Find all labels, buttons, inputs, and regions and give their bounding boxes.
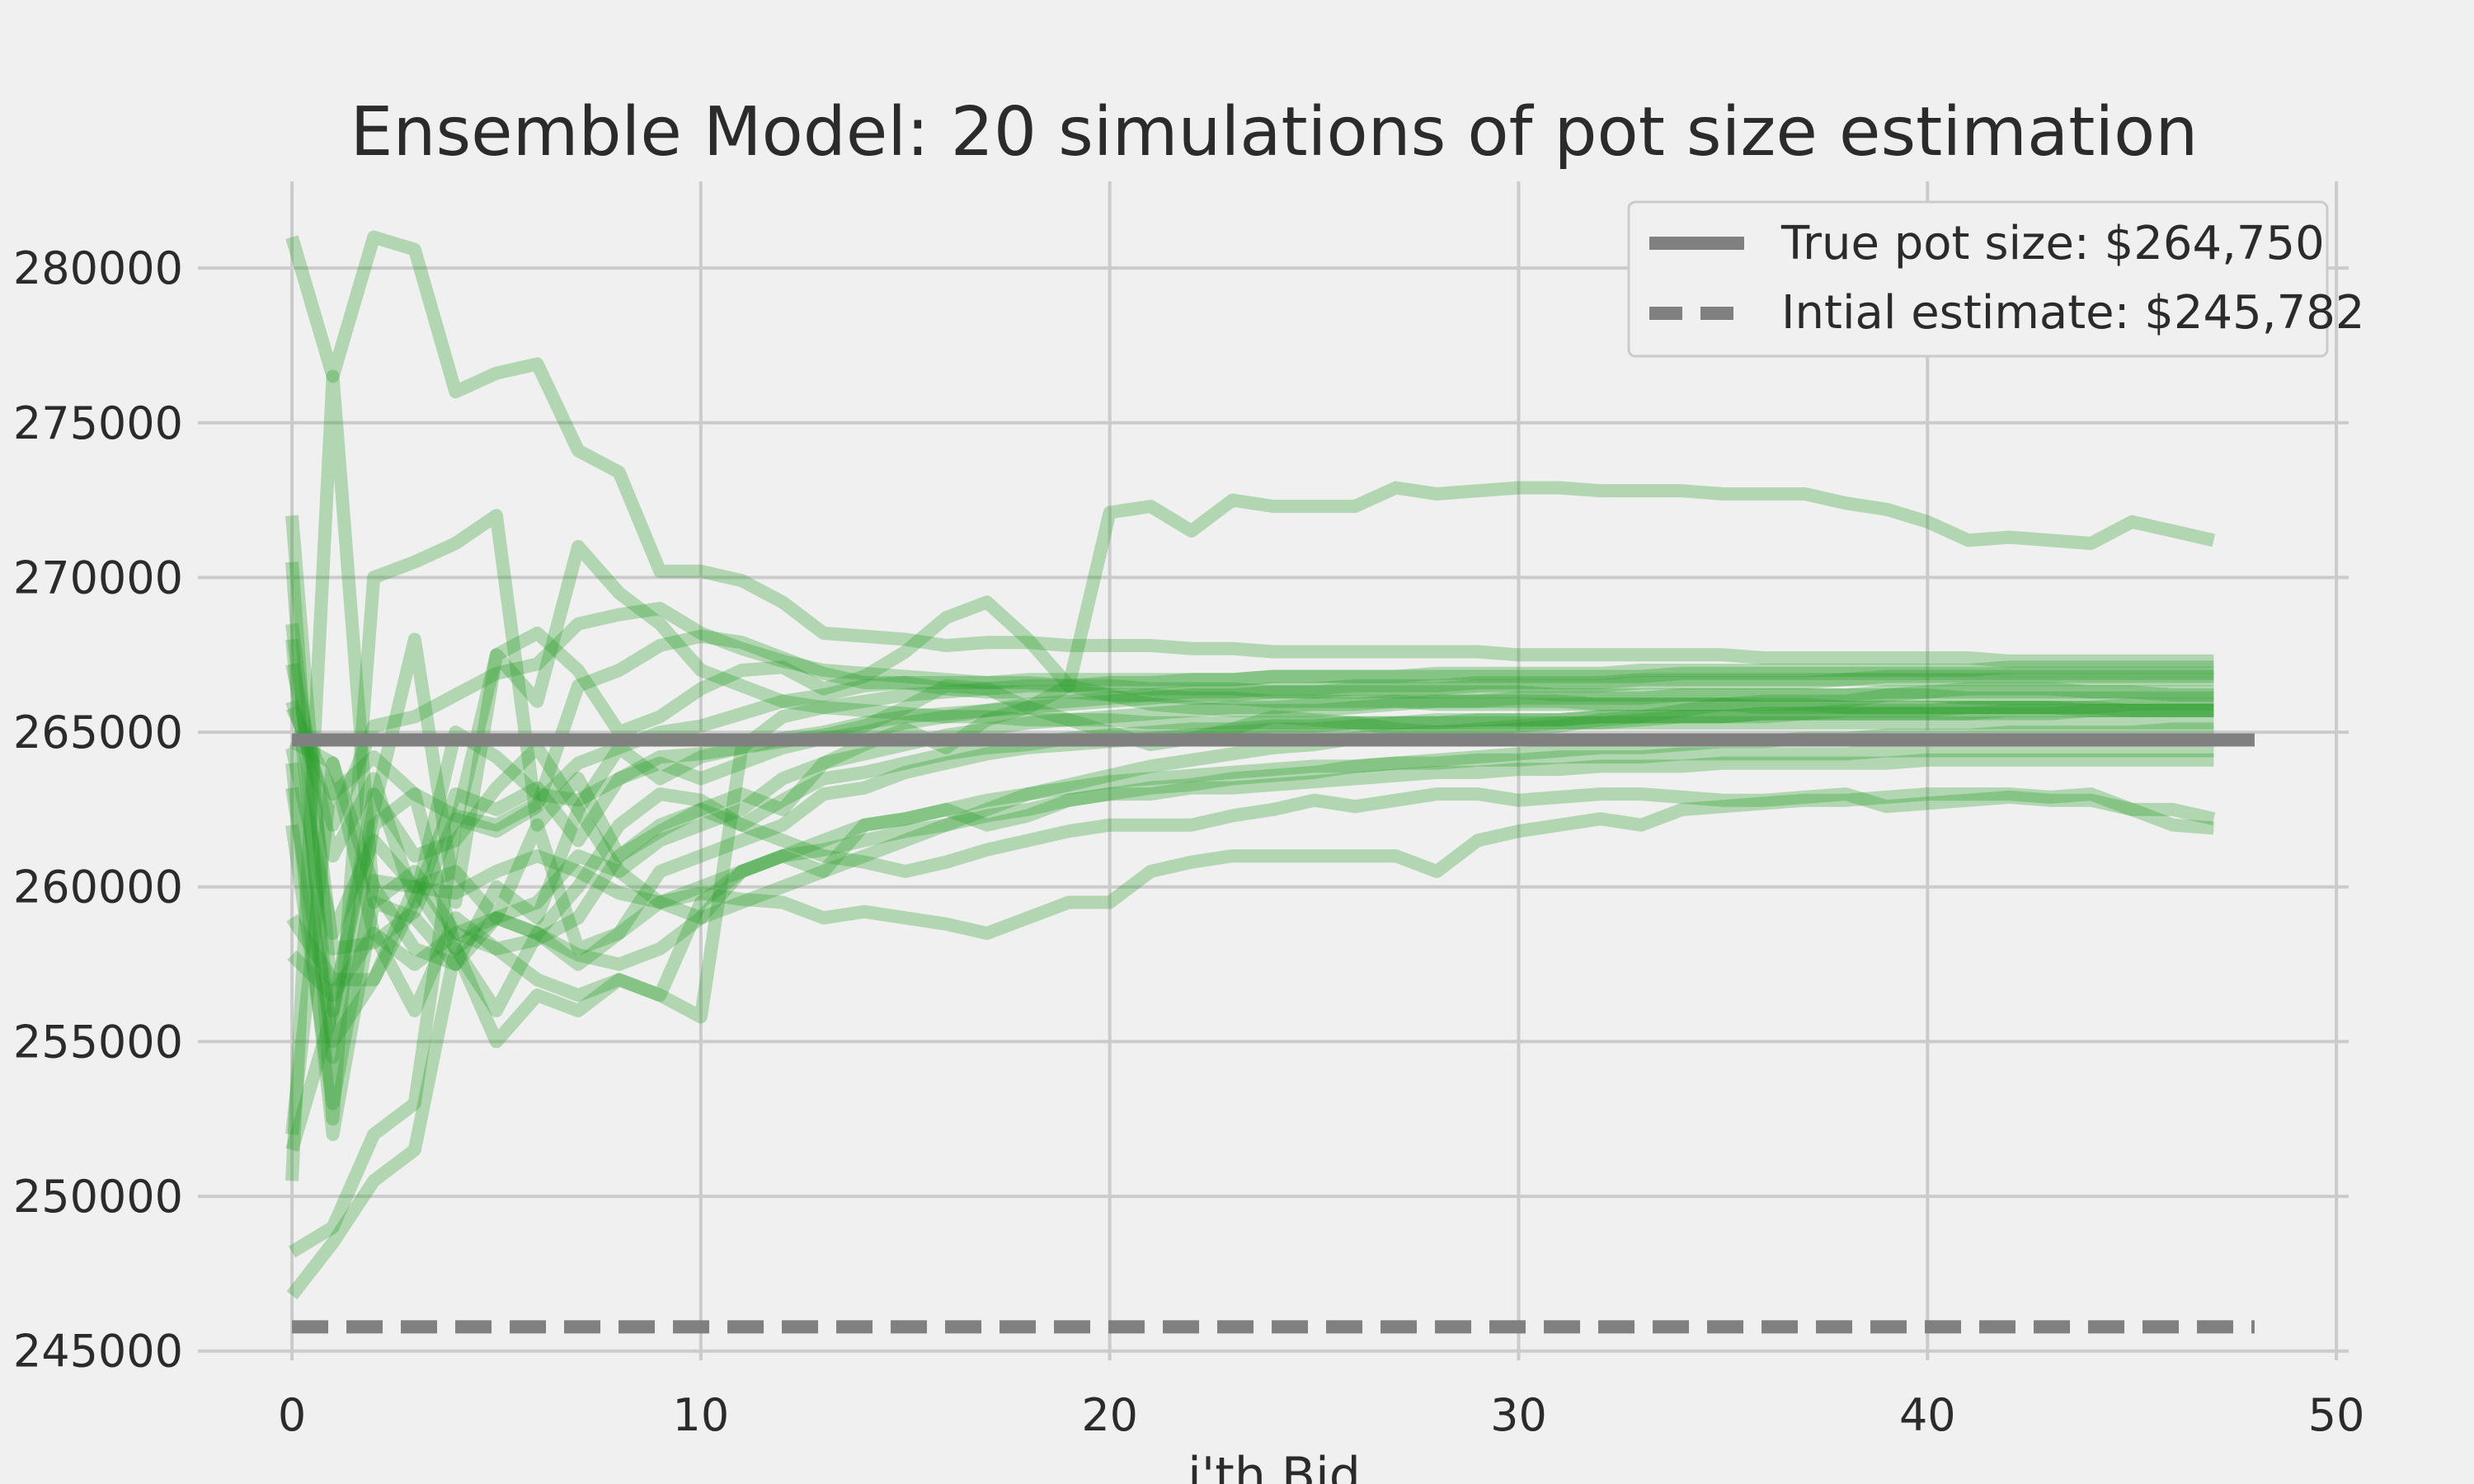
simulation-line — [285, 666, 2214, 832]
x-tick-label: 50 — [2308, 1389, 2365, 1441]
simulation-line — [289, 685, 2214, 971]
y-tick-label: 250000 — [13, 1171, 183, 1223]
x-axis-label: i'th Bid — [1188, 1447, 1361, 1484]
x-tick-label: 20 — [1081, 1389, 1138, 1441]
y-tick-label: 280000 — [13, 242, 183, 294]
legend-label-true-pot: True pot size: $264,750 — [1780, 217, 2325, 270]
y-tick-label: 275000 — [13, 397, 183, 449]
tick-labels: 0 10 20 30 40 50 245000 250000 255000 260000 26500… — [13, 242, 2365, 1441]
x-tick-label: 40 — [1899, 1389, 1956, 1441]
y-tick-label: 270000 — [13, 552, 183, 603]
simulation-line — [285, 369, 2214, 1181]
simulation-line — [285, 662, 2214, 909]
simulation-line — [285, 697, 2214, 1153]
legend: True pot size: $264,750 Intial estimate:… — [1627, 200, 2365, 358]
simulation-line — [285, 703, 2214, 1111]
y-tick-label: 255000 — [13, 1016, 183, 1068]
chart-title: Ensemble Model: 20 simulations of pot si… — [350, 93, 2199, 171]
simulation-lines — [285, 230, 2216, 1300]
simulation-line — [285, 230, 2214, 668]
simulation-line — [285, 622, 2214, 956]
y-tick-label: 260000 — [13, 862, 183, 913]
simulation-line — [288, 539, 2214, 1258]
simulation-line — [286, 753, 2214, 1300]
x-tick-label: 0 — [278, 1389, 306, 1441]
simulation-line — [285, 744, 2214, 1135]
simulation-line — [285, 669, 2214, 1049]
y-tick-label: 245000 — [13, 1326, 183, 1378]
simulation-line — [285, 514, 2214, 1017]
simulation-line — [285, 746, 2214, 940]
simulation-line — [285, 481, 2216, 1126]
simulation-line — [285, 673, 2214, 1141]
reference-lines — [292, 733, 2255, 1334]
grid — [198, 181, 2349, 1360]
simulation-line — [287, 703, 2214, 1017]
legend-box — [1627, 200, 2329, 358]
legend-label-initial-estimate: Intial estimate: $245,782 — [1781, 286, 2365, 340]
simulation-line — [285, 602, 2214, 832]
y-tick-label: 265000 — [13, 707, 183, 758]
x-tick-label: 10 — [672, 1389, 729, 1441]
x-tick-label: 30 — [1490, 1389, 1547, 1441]
simulation-line — [285, 638, 2216, 1064]
